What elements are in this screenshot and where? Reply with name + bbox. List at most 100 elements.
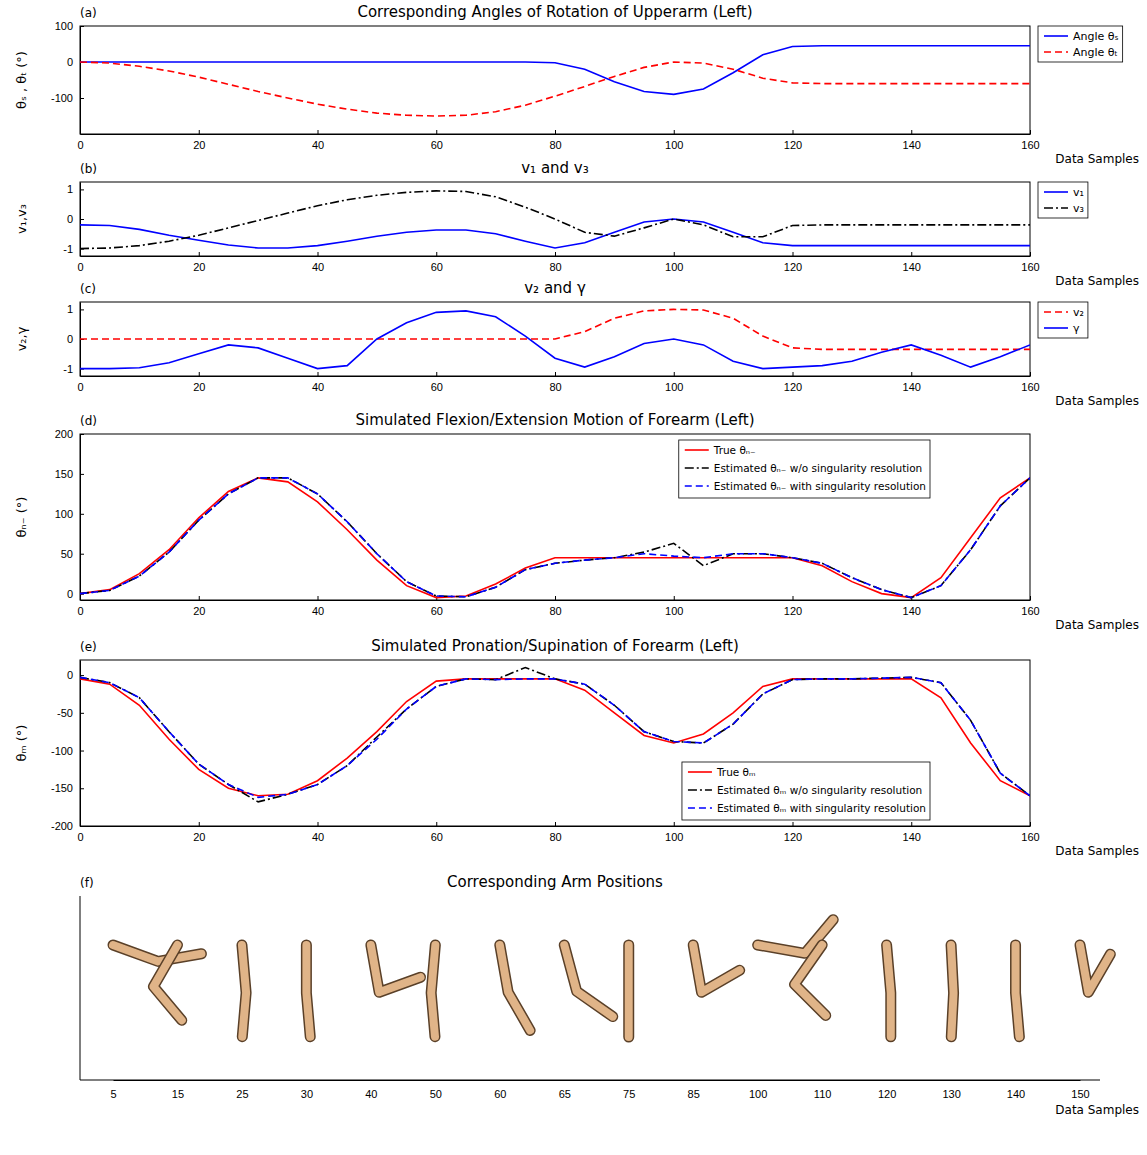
tick: 120 [878, 1080, 896, 1100]
tick-label: 0 [67, 56, 73, 68]
arm-fill [625, 945, 633, 1037]
tick: 60 [431, 596, 443, 617]
tick-label: 40 [312, 831, 324, 843]
title: Corresponding Angles of Rotation of Uppe… [357, 3, 752, 21]
tick: 80 [549, 252, 561, 273]
arm-outline [564, 945, 612, 1017]
title: Simulated Flexion/Extension Motion of Fo… [355, 411, 754, 429]
arm-fill [431, 945, 435, 1037]
tick-label: -100 [51, 745, 73, 757]
tick-mark [80, 98, 84, 99]
tick: 140 [903, 372, 921, 393]
tick-label: 120 [784, 261, 802, 273]
tick-label: 100 [749, 1088, 767, 1100]
arm-fill [951, 945, 954, 1037]
legend: Angle θₛAngle θₜ [1038, 26, 1123, 62]
tick: 160 [1021, 252, 1039, 273]
tick-mark [80, 309, 84, 310]
tick-mark [80, 474, 84, 475]
tick-label: 40 [365, 1088, 377, 1100]
arm-image [628, 945, 629, 1037]
tick-mark [80, 713, 84, 714]
panel-label: (d) [80, 414, 97, 428]
tick-label: -1 [63, 243, 73, 255]
tick: 100 [55, 508, 84, 520]
tick-label: 100 [665, 381, 683, 393]
axis-line [80, 896, 81, 1080]
tick-label: 80 [549, 381, 561, 393]
legend-box [1038, 302, 1088, 338]
tick-label: 160 [1021, 139, 1039, 151]
tick-label: 40 [312, 381, 324, 393]
tick-label: 140 [903, 605, 921, 617]
tick: 60 [431, 372, 443, 393]
tick-mark [793, 130, 794, 134]
tick-label: 100 [55, 508, 73, 520]
legend-label: γ [1073, 322, 1080, 335]
title: v₁ and v₃ [521, 159, 589, 177]
legend-swatch [688, 789, 712, 791]
arm-fill [113, 945, 201, 961]
tick: 120 [784, 372, 802, 393]
tick: 140 [903, 596, 921, 617]
series-line [80, 46, 1030, 95]
tick: 80 [549, 596, 561, 617]
legend-label: Estimated θₙ₋ w/o singularity resolution [714, 462, 923, 474]
tick-label: -100 [51, 92, 73, 104]
x-axis: 020406080100120140160 [77, 372, 1039, 393]
y-axis-title: v₂,γ [14, 326, 29, 351]
arm-image [564, 945, 612, 1017]
axis-line [114, 1080, 1081, 1081]
legend-swatch [1044, 311, 1068, 313]
tick: 120 [784, 596, 802, 617]
tick: 60 [431, 252, 443, 273]
tick: 50 [430, 1080, 442, 1100]
tick-label: 140 [903, 831, 921, 843]
legend-swatch [1044, 191, 1068, 193]
plot-frame [80, 26, 1030, 134]
tick-mark [318, 372, 319, 376]
tick-label: 100 [665, 261, 683, 273]
legend-label: v₁ [1073, 186, 1084, 199]
tick: 25 [236, 1080, 248, 1100]
x-axis-title: Data Samples [1055, 152, 1139, 166]
tick-mark [318, 252, 319, 256]
tick-mark [80, 788, 84, 789]
tick: 40 [312, 130, 324, 151]
arm-outline [371, 945, 421, 992]
tick-label: 0 [67, 588, 73, 600]
tick-label: 1 [67, 303, 73, 315]
arm-outline [153, 945, 181, 1020]
tick-mark [80, 675, 84, 676]
tick-label: 120 [878, 1088, 896, 1100]
plot-frame [80, 182, 1030, 256]
tick-mark [1030, 596, 1031, 600]
tick: -50 [57, 707, 84, 719]
tick-mark [555, 822, 556, 826]
tick-mark [199, 822, 200, 826]
tick: 30 [301, 1080, 313, 1100]
tick-label: -1 [63, 363, 73, 375]
tick-mark [199, 252, 200, 256]
arm-outline [113, 945, 201, 961]
tick-mark [199, 596, 200, 600]
tick-label: 60 [431, 139, 443, 151]
tick-label: 140 [903, 139, 921, 151]
tick: 150 [55, 468, 84, 480]
tick-label: 50 [61, 548, 73, 560]
tick-label: 0 [67, 333, 73, 345]
tick: 120 [784, 252, 802, 273]
legend-label: v₃ [1073, 202, 1084, 215]
arm-fill [795, 945, 826, 1015]
legend-swatch [1044, 327, 1068, 329]
tick: 100 [749, 1080, 767, 1100]
tick: 0 [67, 213, 84, 225]
tick-mark [793, 252, 794, 256]
tick-label: 20 [193, 381, 205, 393]
arm-outline [1080, 945, 1110, 992]
legend-swatch [688, 771, 712, 773]
tick-label: 160 [1021, 605, 1039, 617]
tick-label: 80 [549, 261, 561, 273]
arm-fill [564, 945, 612, 1017]
y-axis-title: v₁,v₃ [14, 204, 29, 234]
